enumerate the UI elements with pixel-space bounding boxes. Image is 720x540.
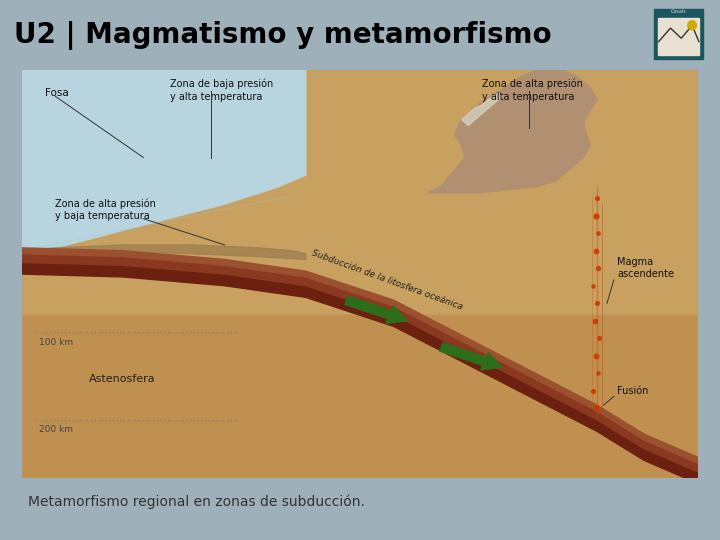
Polygon shape [22, 70, 306, 256]
Polygon shape [428, 70, 597, 192]
Polygon shape [22, 245, 306, 260]
Polygon shape [462, 93, 502, 125]
Circle shape [688, 21, 696, 30]
FancyArrow shape [345, 296, 408, 323]
Text: 100 km: 100 km [39, 338, 73, 347]
Polygon shape [22, 262, 698, 484]
Text: Astenosfera: Astenosfera [89, 374, 156, 384]
Text: Fusión: Fusión [617, 386, 649, 395]
Bar [22, 315, 698, 478]
Polygon shape [279, 70, 698, 192]
Text: Subducción de la litosfera oceánica: Subducción de la litosfera oceánica [310, 248, 464, 312]
Polygon shape [583, 99, 597, 158]
Text: U2 | Magmatismo y metamorfismo: U2 | Magmatismo y metamorfismo [14, 21, 552, 50]
Polygon shape [22, 254, 698, 472]
Text: Zona de alta presión
y alta temperatura: Zona de alta presión y alta temperatura [482, 79, 582, 102]
Text: Magma
ascendente: Magma ascendente [617, 257, 674, 279]
Text: Fosa: Fosa [45, 87, 69, 98]
Bar [658, 18, 699, 55]
Polygon shape [22, 248, 698, 463]
Text: Casals: Casals [671, 9, 686, 15]
Polygon shape [428, 169, 570, 192]
Bar [654, 9, 703, 59]
FancyArrow shape [439, 343, 502, 370]
Polygon shape [428, 70, 597, 192]
Text: Metamorfismo regional en zonas de subducción.: Metamorfismo regional en zonas de subduc… [28, 494, 365, 509]
Text: Zona de alta presión
y baja temperatura: Zona de alta presión y baja temperatura [55, 199, 156, 221]
Polygon shape [462, 93, 502, 125]
Text: 200 km: 200 km [39, 426, 73, 435]
Polygon shape [279, 70, 698, 192]
Text: Zona de baja presión
y alta temperatura: Zona de baja presión y alta temperatura [171, 79, 274, 102]
